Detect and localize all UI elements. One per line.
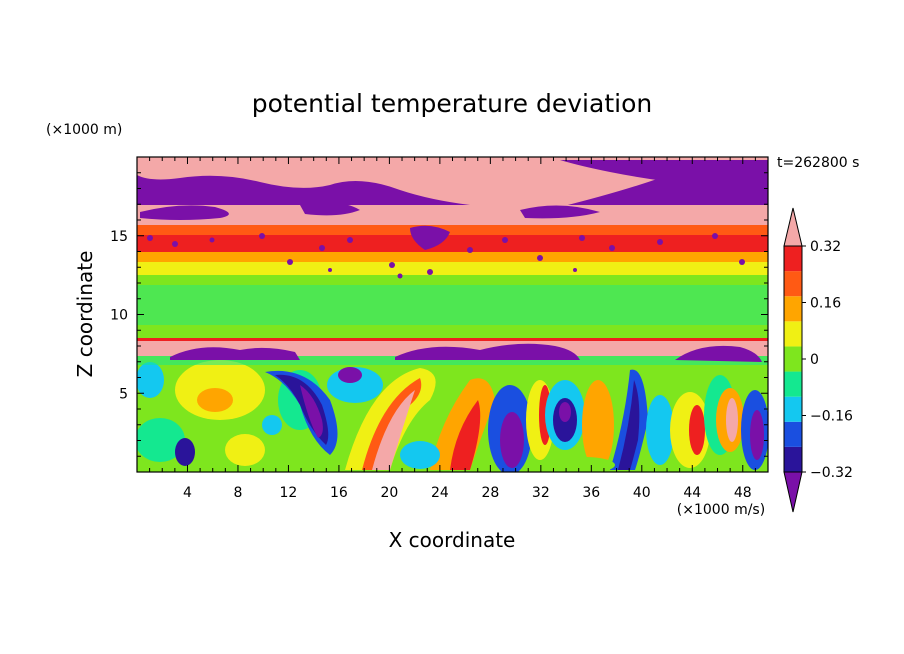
band-green xyxy=(137,274,768,338)
colorbar: 0.32 0.16 0 −0.16 −0.32 xyxy=(783,207,853,513)
band-yellow xyxy=(137,262,768,275)
band-orange xyxy=(137,252,768,262)
colorbar-min-extension xyxy=(783,471,803,513)
colorbar-segment xyxy=(784,371,802,397)
y-unit-label: (×1000 m) xyxy=(46,122,122,138)
heatmap-field xyxy=(137,157,768,472)
x-axis-label: X coordinate xyxy=(389,528,516,552)
x-tick-label: 48 xyxy=(734,485,752,501)
colorbar-segment xyxy=(784,271,802,297)
time-label: t=262800 s xyxy=(777,155,859,171)
colorbar-segment xyxy=(784,346,802,372)
colorbar-segment xyxy=(784,321,802,347)
y-axis-label: Z coordinate xyxy=(73,251,97,378)
purple-cell xyxy=(410,225,450,250)
purple-upper-right xyxy=(560,160,768,188)
x-tick-label: 4 xyxy=(183,485,192,501)
x-tick-label: 28 xyxy=(481,485,499,501)
purple-mid-blobs xyxy=(140,202,600,220)
x-tick-label: 8 xyxy=(233,485,242,501)
x-tick-label: 20 xyxy=(380,485,398,501)
eddy-layer xyxy=(137,360,768,472)
y-tick-label: 15 xyxy=(110,229,128,245)
colorbar-label: 0 xyxy=(810,352,819,368)
colorbar-label: −0.16 xyxy=(810,409,853,425)
band-green-cyan xyxy=(137,285,768,325)
x-tick-label: 12 xyxy=(280,485,298,501)
band-red-edge xyxy=(137,337,768,341)
colorbar-max-extension xyxy=(783,207,803,247)
band-red xyxy=(137,234,768,252)
colorbar-label: 0.32 xyxy=(810,239,841,255)
y-axis: 5 10 15 xyxy=(110,172,768,457)
x-tick-label: 40 xyxy=(633,485,651,501)
x-tick-label: 32 xyxy=(532,485,550,501)
x-axis: 4 8 12 16 20 24 28 32 36 40 44 48 xyxy=(149,157,756,501)
x-tick-label: 44 xyxy=(683,485,701,501)
band-red-orange xyxy=(137,222,768,235)
x-unit-label: (×1000 m/s) xyxy=(677,502,765,518)
scattered-cells xyxy=(147,233,745,279)
colorbar-label: −0.32 xyxy=(810,465,853,481)
colorbar-segment xyxy=(784,421,802,447)
colorbar-segment xyxy=(784,396,802,422)
pink-mid-edge xyxy=(137,205,768,225)
x-tick-label: 36 xyxy=(582,485,600,501)
y-tick-label: 10 xyxy=(110,308,128,324)
x-tick-label: 24 xyxy=(431,485,449,501)
colorbar-segment xyxy=(784,246,802,272)
colorbar-label: 0.16 xyxy=(810,296,841,312)
x-tick-label: 16 xyxy=(330,485,348,501)
colorbar-segment xyxy=(784,446,802,472)
chart-title: potential temperature deviation xyxy=(252,89,652,118)
colorbar-segment xyxy=(784,296,802,322)
purple-blobs-low xyxy=(170,343,762,362)
y-tick-label: 5 xyxy=(119,386,128,402)
